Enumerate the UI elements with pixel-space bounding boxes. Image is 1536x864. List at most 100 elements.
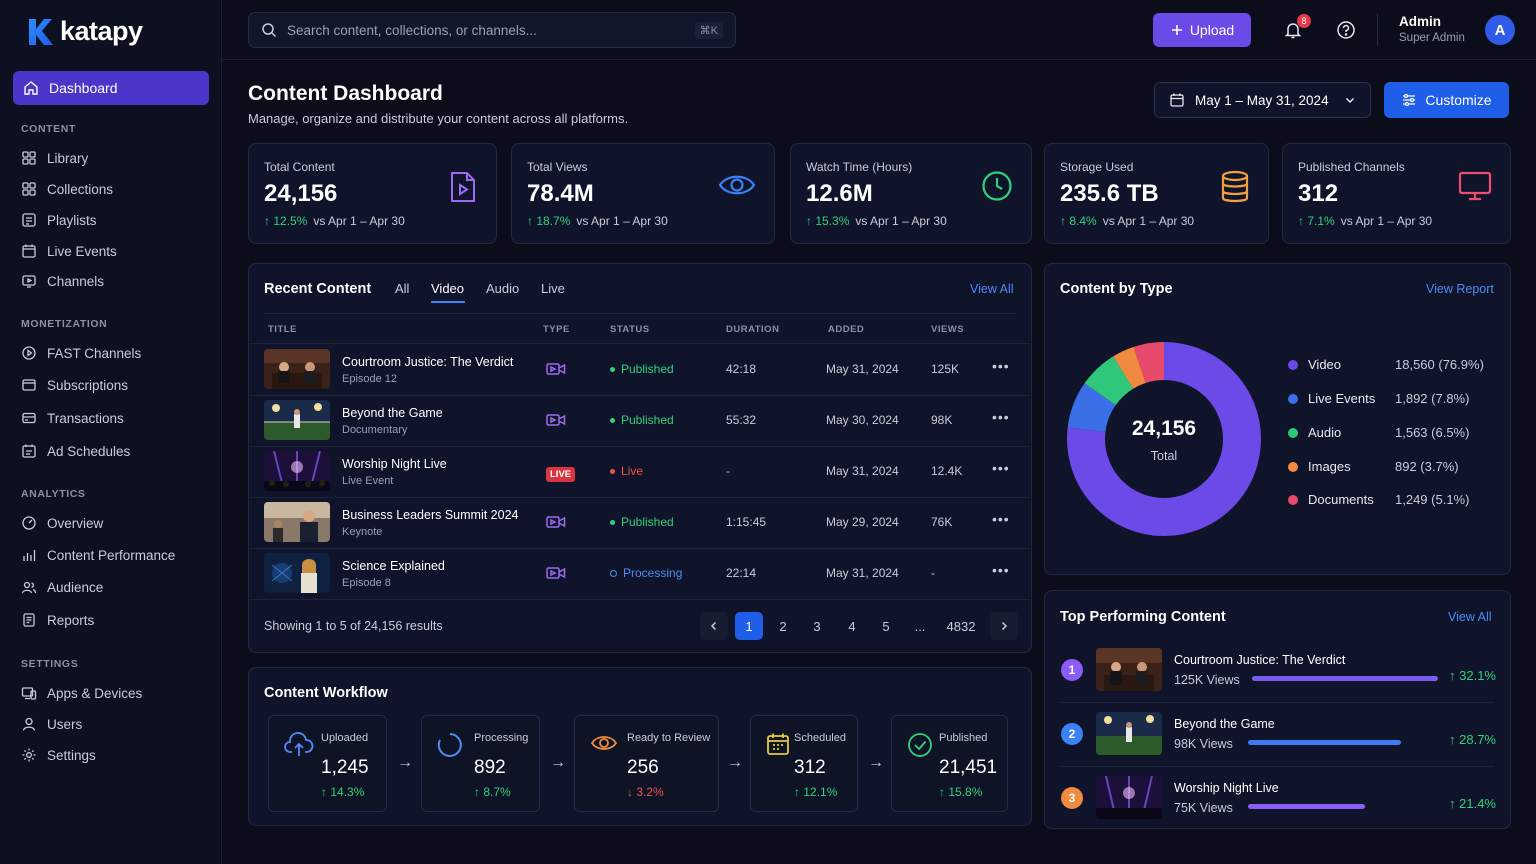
topbar-divider: [1377, 14, 1378, 46]
legend-item-documents[interactable]: Documents 1,249 (5.1%): [1288, 492, 1469, 507]
upload-button[interactable]: Upload: [1153, 13, 1251, 47]
view-report-link[interactable]: View Report: [1426, 282, 1494, 296]
column-header-duration[interactable]: DURATION: [726, 324, 780, 335]
top-item[interactable]: 3 Worship Night Live 75K Views ↑ 21.4%: [1046, 766, 1510, 830]
tab-audio[interactable]: Audio: [486, 281, 520, 296]
content-title[interactable]: Business Leaders Summit 2024: [342, 508, 519, 522]
sidebar-item-content-performance[interactable]: Content Performance: [21, 545, 175, 565]
column-header-title[interactable]: TITLE: [268, 324, 297, 335]
tab-live[interactable]: Live: [541, 281, 565, 296]
next-page-button[interactable]: [990, 612, 1018, 640]
workflow-step-processing[interactable]: Processing 892 ↑ 8.7%: [421, 715, 540, 812]
donut-slice-documents[interactable]: [1067, 342, 1261, 536]
search-input[interactable]: [287, 22, 685, 38]
sidebar-item-ad-schedules[interactable]: Ad Schedules: [21, 441, 130, 461]
sidebar-item-audience[interactable]: Audience: [21, 577, 103, 597]
more-options-icon[interactable]: •••: [992, 409, 1010, 425]
legend-item-audio[interactable]: Audio 1,563 (6.5%): [1288, 425, 1469, 440]
more-options-icon[interactable]: •••: [992, 358, 1010, 374]
table-row[interactable]: Science Explained Episode 8 Processing 2…: [250, 548, 1030, 599]
stat-label: Watch Time (Hours): [806, 160, 913, 174]
top-thumbnail: [1096, 776, 1162, 819]
workflow-step-published[interactable]: Published 21,451 ↑ 15.8%: [891, 715, 1008, 812]
content-title[interactable]: Courtroom Justice: The Verdict: [342, 355, 514, 369]
stat-card-storage-used[interactable]: Storage Used 235.6 TB ↑ 8.4% vs Apr 1 – A…: [1044, 143, 1269, 244]
top-item[interactable]: 1 Courtroom Justice: The Verdict 125K Vi…: [1046, 638, 1510, 702]
sidebar-item-dashboard[interactable]: Dashboard: [13, 71, 209, 105]
sidebar-item-collections[interactable]: Collections: [21, 179, 113, 199]
more-options-icon[interactable]: •••: [992, 511, 1010, 527]
more-options-icon[interactable]: •••: [992, 562, 1010, 578]
sidebar-item-users[interactable]: Users: [21, 714, 82, 734]
content-added: May 31, 2024: [826, 464, 899, 478]
top-item[interactable]: 2 Beyond the Game 98K Views ↑ 28.7%: [1046, 702, 1510, 766]
tv-icon: [22, 275, 36, 288]
stat-card-published-channels[interactable]: Published Channels 312 ↑ 7.1% vs Apr 1 – …: [1282, 143, 1511, 244]
sidebar-item-fast-channels[interactable]: FAST Channels: [21, 343, 141, 363]
page-button[interactable]: 3: [813, 618, 821, 634]
search-bar[interactable]: ⌘K: [248, 12, 736, 48]
sidebar-item-playlists[interactable]: Playlists: [21, 210, 97, 230]
sidebar-item-overview[interactable]: Overview: [21, 513, 103, 533]
page-button[interactable]: 4832: [946, 618, 976, 634]
content-views: 125K: [931, 362, 960, 376]
column-header-added[interactable]: ADDED: [828, 324, 865, 335]
workflow-step-ready-to-review[interactable]: Ready to Review 256 ↓ 3.2%: [574, 715, 719, 812]
nav-section-analytics: ANALYTICS: [21, 488, 86, 500]
prev-page-button[interactable]: [700, 612, 728, 640]
sidebar-item-label: Channels: [47, 273, 105, 289]
workflow-step-uploaded[interactable]: Uploaded 1,245 ↑ 14.3%: [268, 715, 387, 812]
more-options-icon[interactable]: •••: [992, 460, 1010, 476]
sidebar-item-live-events[interactable]: Live Events: [21, 241, 117, 261]
top-view-all-link[interactable]: View All: [1448, 610, 1492, 624]
top-item-title: Worship Night Live: [1174, 781, 1279, 795]
sidebar-item-channels[interactable]: Channels: [21, 271, 104, 291]
table-row[interactable]: Courtroom Justice: The Verdict Episode 1…: [250, 344, 1030, 395]
page-button[interactable]: 2: [779, 618, 787, 634]
sidebar-item-library[interactable]: Library: [21, 148, 88, 168]
recent-content-panel: [248, 263, 1032, 653]
logo[interactable]: katapy: [26, 16, 143, 47]
recent-view-all-link[interactable]: View All: [970, 282, 1014, 296]
video-camera-icon: [546, 567, 566, 579]
spinner-icon: [437, 733, 462, 757]
logo-text: katapy: [60, 16, 143, 46]
stat-card-total-views[interactable]: Total Views 78.4M ↑ 18.7% vs Apr 1 – Apr …: [511, 143, 775, 244]
user-name[interactable]: Admin: [1399, 14, 1441, 29]
sidebar-item-apps-devices[interactable]: Apps & Devices: [21, 683, 142, 703]
content-title[interactable]: Science Explained: [342, 559, 445, 573]
customize-button[interactable]: Customize: [1384, 82, 1509, 118]
legend-item-images[interactable]: Images 892 (3.7%): [1288, 459, 1459, 474]
table-row[interactable]: Beyond the Game Documentary Published 55…: [250, 395, 1030, 446]
workflow-value: 256: [627, 757, 659, 778]
table-row[interactable]: Worship Night Live Live Event LIVE Live …: [250, 446, 1030, 497]
column-header-views[interactable]: VIEWS: [931, 324, 965, 335]
sidebar-item-reports[interactable]: Reports: [21, 610, 94, 630]
help-icon[interactable]: [1336, 20, 1356, 40]
table-row[interactable]: Business Leaders Summit 2024 Keynote Pub…: [250, 497, 1030, 548]
user-icon: [22, 717, 36, 731]
sidebar-item-label: Apps & Devices: [47, 685, 143, 701]
page-button[interactable]: 5: [882, 618, 890, 634]
workflow-step-scheduled[interactable]: Scheduled 312 ↑ 12.1%: [750, 715, 858, 812]
tab-all[interactable]: All: [395, 281, 410, 296]
date-range-picker[interactable]: May 1 – May 31, 2024: [1154, 82, 1371, 118]
content-title[interactable]: Worship Night Live: [342, 457, 447, 471]
sidebar-item-settings[interactable]: Settings: [21, 745, 96, 765]
stat-card-total-content[interactable]: Total Content 24,156 ↑ 12.5% vs Apr 1 – A…: [248, 143, 497, 244]
sidebar-item-subscriptions[interactable]: Subscriptions: [21, 375, 128, 395]
stat-card-watch-time[interactable]: Watch Time (Hours) 12.6M ↑ 15.3% vs Apr 1…: [790, 143, 1032, 244]
legend-item-video[interactable]: Video 18,560 (76.9%): [1288, 357, 1484, 372]
bell-icon[interactable]: [1283, 20, 1303, 40]
grid-icon: [22, 151, 36, 165]
legend-item-live-events[interactable]: Live Events 1,892 (7.8%): [1288, 391, 1469, 406]
results-count: Showing 1 to 5 of 24,156 results: [264, 619, 443, 633]
tab-video[interactable]: Video: [431, 281, 465, 296]
column-header-status[interactable]: STATUS: [610, 324, 650, 335]
content-title[interactable]: Beyond the Game: [342, 406, 443, 420]
avatar[interactable]: A: [1485, 15, 1515, 45]
sidebar-item-transactions[interactable]: Transactions: [21, 408, 124, 428]
column-header-type[interactable]: TYPE: [543, 324, 570, 335]
page-button[interactable]: 1: [735, 612, 763, 640]
page-button[interactable]: 4: [848, 618, 856, 634]
